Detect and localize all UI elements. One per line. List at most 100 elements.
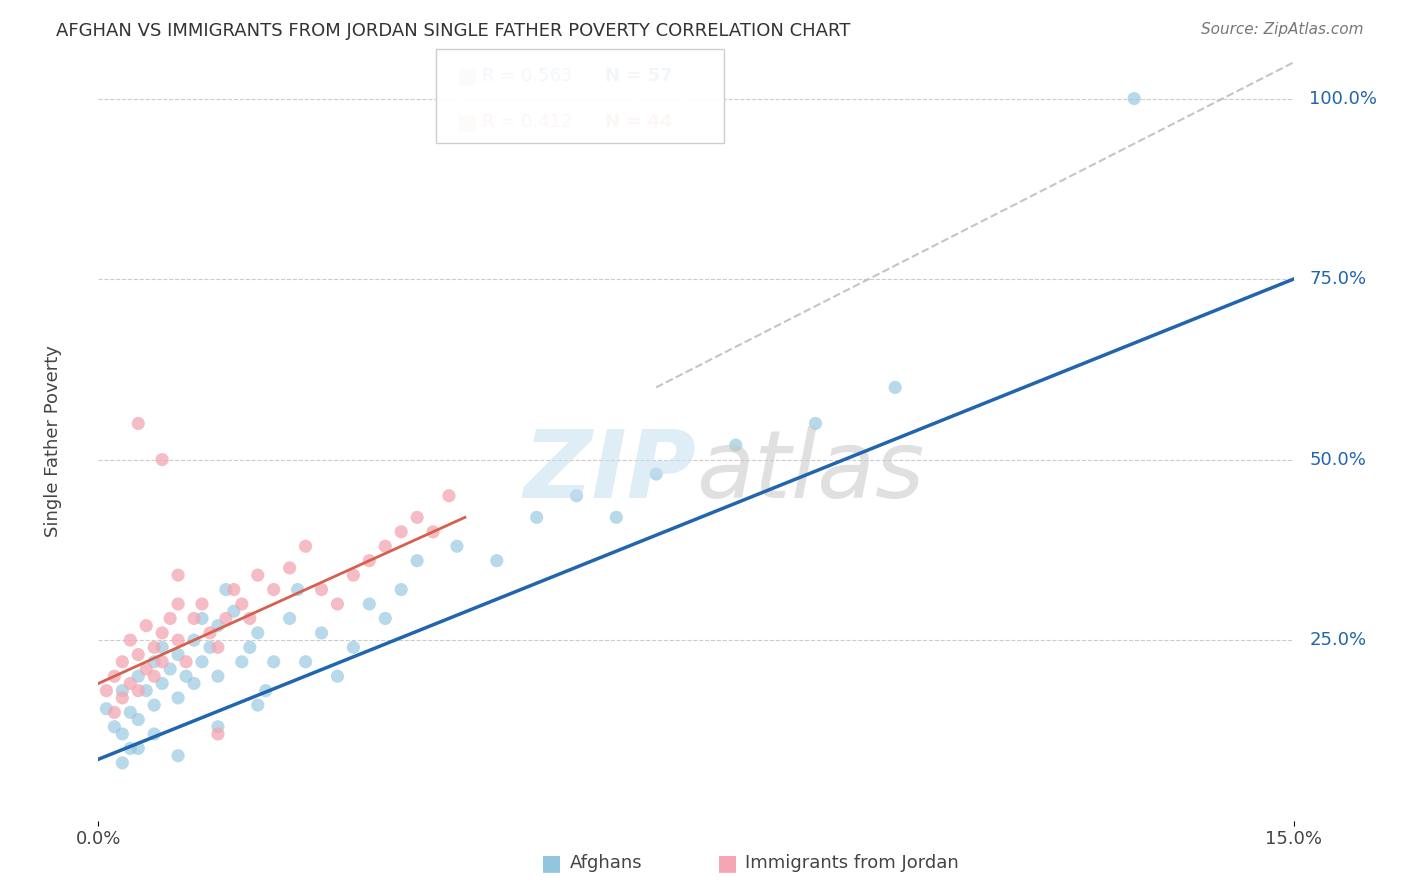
Point — [359, 554, 381, 568]
Point — [278, 611, 301, 625]
Point — [135, 683, 157, 698]
Point — [231, 597, 253, 611]
Text: Afghans: Afghans — [569, 855, 643, 872]
Point — [342, 568, 364, 582]
Point — [167, 748, 190, 763]
Point — [246, 698, 269, 712]
Point — [150, 452, 173, 467]
Point — [359, 597, 381, 611]
Point — [526, 510, 548, 524]
Point — [167, 690, 190, 705]
Point — [111, 655, 134, 669]
Point — [143, 727, 166, 741]
Text: ■: ■ — [457, 66, 478, 86]
Point — [103, 706, 125, 720]
Point — [127, 648, 149, 662]
Point — [167, 633, 190, 648]
Point — [1123, 91, 1146, 105]
Point — [198, 626, 221, 640]
Text: 25.0%: 25.0% — [1309, 632, 1367, 649]
Point — [96, 702, 118, 716]
Point — [183, 676, 205, 690]
Point — [724, 438, 747, 452]
Point — [326, 669, 349, 683]
Point — [215, 582, 238, 597]
Point — [207, 669, 229, 683]
Point — [374, 539, 396, 553]
Point — [111, 690, 134, 705]
Text: 50.0%: 50.0% — [1309, 450, 1367, 468]
Point — [884, 380, 907, 394]
Point — [183, 633, 205, 648]
Point — [485, 554, 508, 568]
Point — [406, 510, 429, 524]
Point — [159, 611, 181, 625]
Point — [167, 597, 190, 611]
Point — [246, 568, 269, 582]
Point — [143, 669, 166, 683]
Point — [127, 417, 149, 431]
Point — [174, 669, 197, 683]
Point — [174, 655, 197, 669]
Point — [294, 655, 316, 669]
Text: R = 0.412: R = 0.412 — [482, 113, 572, 131]
Point — [150, 655, 173, 669]
Point — [804, 417, 827, 431]
Point — [263, 655, 285, 669]
Point — [135, 662, 157, 676]
Point — [198, 640, 221, 655]
Point — [389, 582, 412, 597]
Point — [645, 467, 668, 481]
Point — [222, 604, 245, 618]
Point — [111, 727, 134, 741]
Point — [143, 698, 166, 712]
Point — [191, 597, 214, 611]
Point — [311, 626, 333, 640]
Point — [374, 611, 396, 625]
Point — [127, 741, 149, 756]
Point — [207, 720, 229, 734]
Point — [222, 582, 245, 597]
Text: N = 44: N = 44 — [605, 113, 672, 131]
Point — [111, 756, 134, 770]
Point — [159, 662, 181, 676]
Point — [150, 640, 173, 655]
Point — [231, 655, 253, 669]
Point — [103, 669, 125, 683]
Text: N = 57: N = 57 — [605, 67, 672, 85]
Point — [287, 582, 309, 597]
Point — [150, 676, 173, 690]
Point — [120, 741, 142, 756]
Point — [406, 554, 429, 568]
Point — [135, 618, 157, 632]
Point — [565, 489, 588, 503]
Point — [167, 568, 190, 582]
Point — [446, 539, 468, 553]
Point — [183, 611, 205, 625]
Point — [143, 640, 166, 655]
Text: ZIP: ZIP — [523, 425, 696, 518]
Point — [96, 683, 118, 698]
Point — [437, 489, 460, 503]
Point — [191, 611, 214, 625]
Point — [389, 524, 412, 539]
Point — [605, 510, 627, 524]
Point — [207, 618, 229, 632]
Point — [191, 655, 214, 669]
Text: ■: ■ — [717, 854, 738, 873]
Text: Single Father Poverty: Single Father Poverty — [44, 345, 62, 538]
Point — [120, 706, 142, 720]
Point — [278, 561, 301, 575]
Point — [150, 626, 173, 640]
Point — [239, 611, 262, 625]
Point — [326, 597, 349, 611]
Text: 100.0%: 100.0% — [1309, 89, 1378, 108]
Text: ■: ■ — [457, 112, 478, 132]
Text: Source: ZipAtlas.com: Source: ZipAtlas.com — [1201, 22, 1364, 37]
Point — [143, 655, 166, 669]
Point — [127, 713, 149, 727]
Text: AFGHAN VS IMMIGRANTS FROM JORDAN SINGLE FATHER POVERTY CORRELATION CHART: AFGHAN VS IMMIGRANTS FROM JORDAN SINGLE … — [56, 22, 851, 40]
Text: Immigrants from Jordan: Immigrants from Jordan — [745, 855, 959, 872]
Point — [120, 676, 142, 690]
Point — [215, 611, 238, 625]
